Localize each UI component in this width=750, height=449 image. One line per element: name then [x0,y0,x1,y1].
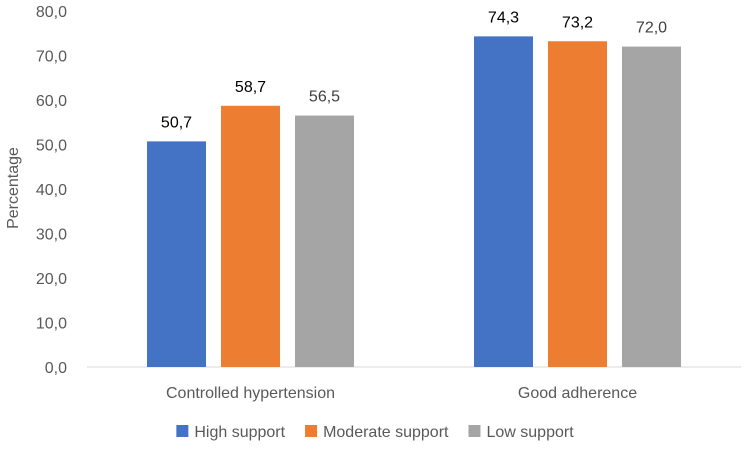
data-label: 73,2 [562,14,593,31]
data-label: 50,7 [161,114,192,131]
y-tick-label: 0,0 [45,360,67,377]
legend-label: Moderate support [323,424,449,441]
legend-label: High support [194,424,285,441]
y-tick-label: 70,0 [36,49,67,66]
legend-swatch [468,425,481,437]
y-tick-label: 10,0 [36,316,67,333]
y-tick-label: 60,0 [36,93,67,110]
bars [147,36,681,368]
y-axis-ticks: 0,0 10,0 20,0 30,0 40,0 50,0 60,0 70,0 80,0 [36,4,67,377]
data-label: 58,7 [235,79,266,96]
legend-item: High support [176,424,286,441]
legend-item: Moderate support [305,424,449,441]
bar-high-support-2 [474,36,533,368]
legend: High support Moderate support Low support [176,424,574,441]
bar-low-support-2 [622,46,681,367]
y-axis-title: Percentage [5,147,22,229]
data-labels: 50,7 58,7 56,5 74,3 73,2 72,0 [161,9,667,131]
data-label: 74,3 [488,9,519,26]
bar-moderate-support-1 [221,105,280,367]
legend-item: Low support [468,424,574,441]
y-tick-label: 20,0 [36,271,67,288]
data-label: 56,5 [309,89,340,106]
y-tick-label: 50,0 [36,138,67,155]
x-tick-label: Controlled hypertension [166,385,335,402]
y-tick-label: 30,0 [36,227,67,244]
data-label: 72,0 [636,20,667,37]
y-tick-label: 40,0 [36,182,67,199]
bar-low-support-1 [295,115,354,367]
x-axis-ticks: Controlled hypertension Good adherence [166,385,637,402]
y-tick-label: 80,0 [36,4,67,21]
bar-high-support-1 [147,141,206,367]
x-tick-label: Good adherence [518,385,637,402]
bar-moderate-support-2 [548,41,607,367]
legend-swatch [176,425,189,437]
legend-swatch [305,425,318,437]
legend-label: Low support [486,424,574,441]
